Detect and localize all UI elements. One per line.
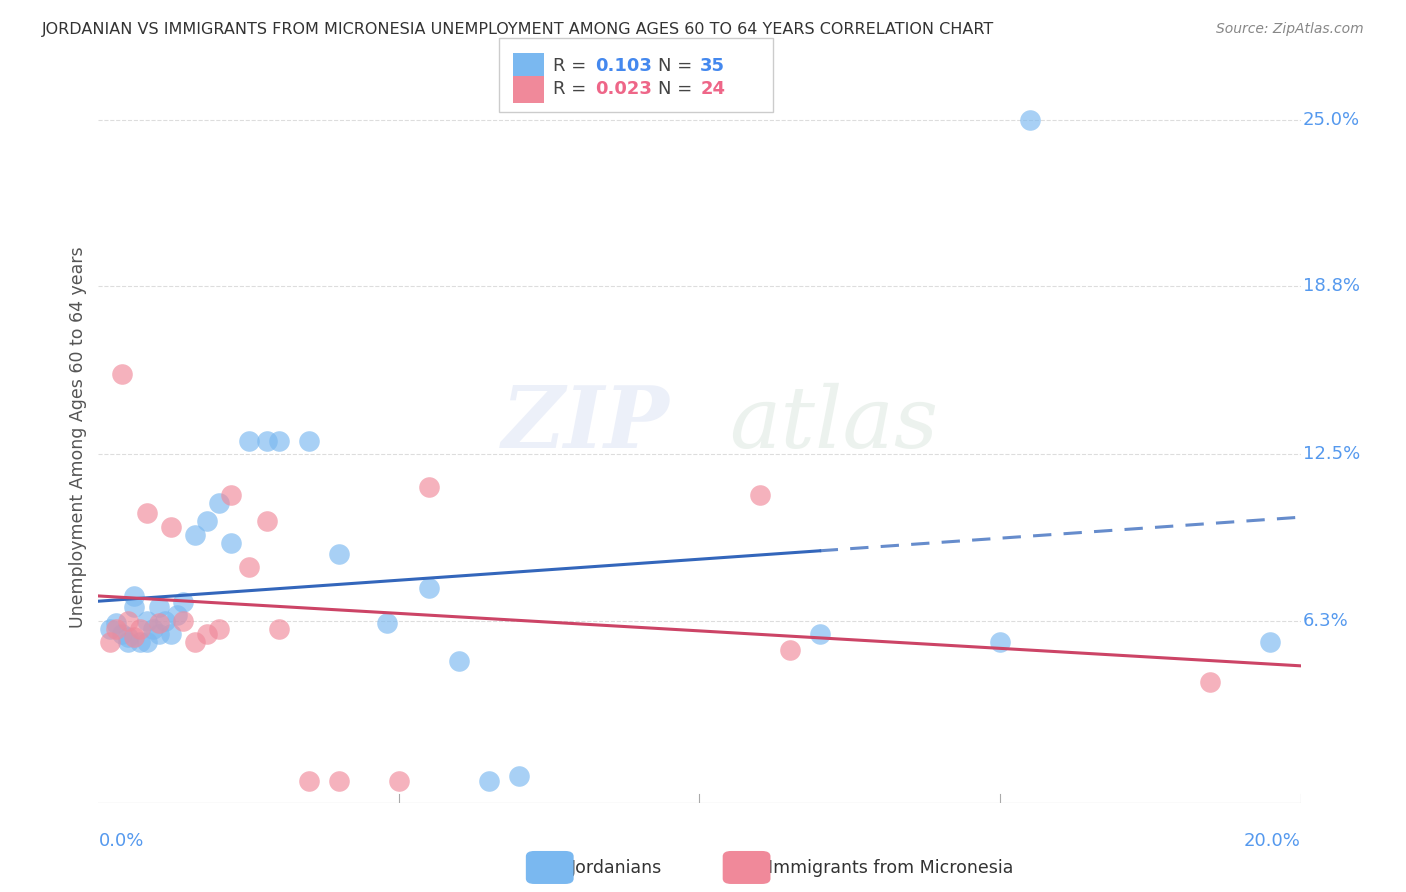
Point	[135, 507, 157, 521]
Point	[129, 622, 152, 636]
Point	[219, 488, 242, 502]
Point	[124, 600, 146, 615]
Text: 18.8%: 18.8%	[1303, 277, 1360, 294]
Point	[153, 614, 176, 628]
Text: 24: 24	[700, 80, 725, 98]
Point	[129, 635, 152, 649]
Point	[111, 367, 134, 381]
Point	[267, 434, 290, 449]
Text: 25.0%: 25.0%	[1303, 111, 1360, 128]
Point	[148, 627, 170, 641]
Point	[1019, 112, 1042, 127]
Point	[388, 774, 411, 789]
Text: 20.0%: 20.0%	[1244, 832, 1301, 850]
Point	[208, 622, 231, 636]
Point	[183, 635, 205, 649]
Point	[172, 614, 194, 628]
Text: ZIP: ZIP	[502, 382, 669, 466]
Text: Jordanians: Jordanians	[571, 859, 662, 877]
Point	[124, 630, 146, 644]
Point	[988, 635, 1011, 649]
Text: 6.3%: 6.3%	[1303, 612, 1348, 630]
Point	[159, 520, 181, 534]
Point	[779, 643, 801, 657]
Point	[117, 630, 139, 644]
Text: N =: N =	[658, 80, 697, 98]
Point	[100, 635, 122, 649]
Point	[135, 635, 157, 649]
Text: R =: R =	[553, 80, 592, 98]
Point	[375, 616, 398, 631]
Text: atlas: atlas	[730, 383, 939, 465]
Text: R =: R =	[553, 57, 592, 75]
Point	[328, 774, 350, 789]
Text: 0.023: 0.023	[595, 80, 651, 98]
Point	[508, 769, 530, 783]
Point	[1199, 675, 1222, 690]
Text: 12.5%: 12.5%	[1303, 445, 1360, 464]
Text: N =: N =	[658, 57, 697, 75]
Point	[124, 590, 146, 604]
Point	[298, 774, 321, 789]
Point	[117, 614, 139, 628]
Text: 0.0%: 0.0%	[98, 832, 143, 850]
Point	[208, 496, 231, 510]
Text: 35: 35	[700, 57, 725, 75]
Point	[141, 622, 163, 636]
Point	[117, 635, 139, 649]
Point	[195, 627, 218, 641]
Point	[100, 622, 122, 636]
Point	[159, 627, 181, 641]
Point	[172, 595, 194, 609]
Point	[748, 488, 770, 502]
Point	[195, 515, 218, 529]
Point	[183, 528, 205, 542]
Text: 0.103: 0.103	[595, 57, 651, 75]
Text: JORDANIAN VS IMMIGRANTS FROM MICRONESIA UNEMPLOYMENT AMONG AGES 60 TO 64 YEARS C: JORDANIAN VS IMMIGRANTS FROM MICRONESIA …	[42, 22, 994, 37]
Point	[478, 774, 501, 789]
Point	[219, 536, 242, 550]
Point	[111, 627, 134, 641]
Point	[256, 434, 278, 449]
Text: Immigrants from Micronesia: Immigrants from Micronesia	[768, 859, 1014, 877]
Point	[447, 654, 470, 668]
Point	[105, 616, 128, 631]
Point	[418, 582, 440, 596]
Point	[418, 480, 440, 494]
Point	[238, 560, 260, 574]
Point	[238, 434, 260, 449]
Point	[135, 614, 157, 628]
Point	[1260, 635, 1282, 649]
Point	[267, 622, 290, 636]
Point	[808, 627, 831, 641]
Point	[298, 434, 321, 449]
Point	[148, 600, 170, 615]
Point	[256, 515, 278, 529]
Point	[105, 622, 128, 636]
Point	[328, 547, 350, 561]
Point	[148, 616, 170, 631]
Y-axis label: Unemployment Among Ages 60 to 64 years: Unemployment Among Ages 60 to 64 years	[69, 246, 87, 628]
Text: Source: ZipAtlas.com: Source: ZipAtlas.com	[1216, 22, 1364, 37]
Point	[166, 608, 188, 623]
